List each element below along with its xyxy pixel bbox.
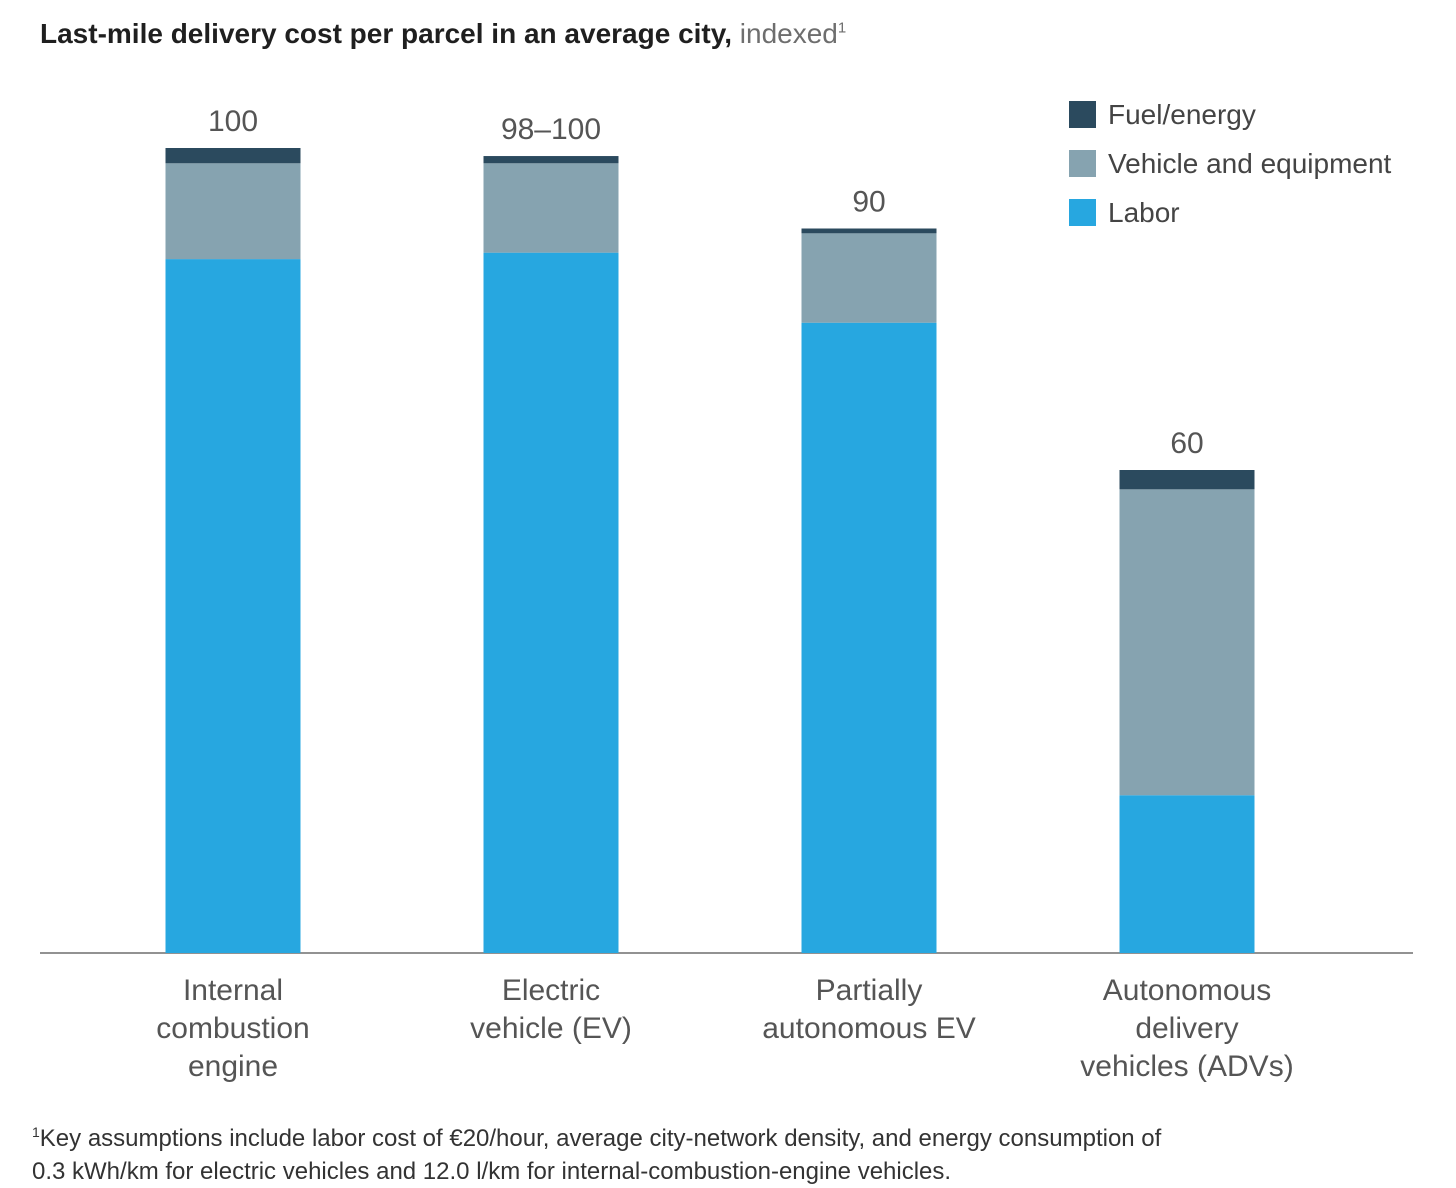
bar-segment-labor-electric-vehicle-ev	[483, 252, 619, 953]
legend-swatch-vehicle-and-equipment	[1069, 150, 1096, 177]
total-label-partially-autonomous-ev: 90	[852, 186, 885, 219]
footnote: 1Key assumptions include labor cost of €…	[32, 1116, 1432, 1188]
legend-item-vehicle-and-equipment: Vehicle and equipment	[1069, 139, 1391, 188]
legend-swatch-fuel-energy	[1069, 101, 1096, 128]
chart-title-footnote-marker: 1	[837, 19, 847, 37]
chart-title: Last-mile delivery cost per parcel in an…	[40, 18, 846, 50]
bar-segment-vehicle-and-equipment-partially-autonomous-ev	[801, 233, 937, 323]
footnote-marker: 1	[32, 1124, 40, 1140]
bar-segment-fuel-energy-partially-autonomous-ev	[801, 228, 937, 234]
bar-segment-labor-internal-combustion-engine	[165, 259, 301, 954]
bar-segment-vehicle-and-equipment-internal-combustion-engine	[165, 163, 301, 260]
legend-label-labor: Labor	[1108, 196, 1180, 228]
total-label-internal-combustion-engine: 100	[208, 105, 258, 138]
category-label-internal-combustion-engine: Internal combustion engine	[156, 974, 310, 1083]
legend-item-fuel-energy: Fuel/energy	[1069, 90, 1391, 139]
bar-segment-vehicle-and-equipment-electric-vehicle-ev	[483, 163, 619, 253]
legend-swatch-labor	[1069, 199, 1096, 226]
category-label-electric-vehicle: Electric vehicle (EV)	[470, 974, 632, 1045]
footnote-text: Key assumptions include labor cost of €2…	[32, 1125, 1162, 1185]
chart-legend: Fuel/energy Vehicle and equipment Labor	[1069, 90, 1391, 237]
bar-segment-vehicle-and-equipment-autonomous-delivery-vehicles-advs	[1119, 489, 1255, 796]
bar-segment-fuel-energy-electric-vehicle-ev	[483, 156, 619, 164]
chart-title-unit: indexed	[739, 18, 838, 49]
bar-segment-labor-partially-autonomous-ev	[801, 322, 937, 953]
legend-label-vehicle-and-equipment: Vehicle and equipment	[1108, 147, 1392, 179]
bar-segment-fuel-energy-internal-combustion-engine	[165, 148, 301, 164]
legend-item-labor: Labor	[1069, 188, 1391, 237]
total-label-autonomous-delivery-vehicles-advs: 60	[1170, 427, 1203, 460]
category-label-partially-autonomous-ev: Partially autonomous EV	[762, 974, 976, 1045]
chart-title-main: Last-mile delivery cost per parcel in an…	[40, 18, 733, 49]
total-label-electric-vehicle-ev: 98–100	[501, 113, 601, 146]
bar-segment-fuel-energy-autonomous-delivery-vehicles-advs	[1119, 470, 1255, 490]
category-label-autonomous-delivery-vehicles: Autonomous delivery vehicles (ADVs)	[1080, 974, 1294, 1083]
legend-label-fuel-energy: Fuel/energy	[1108, 98, 1256, 130]
bar-segment-labor-autonomous-delivery-vehicles-advs	[1119, 795, 1255, 953]
